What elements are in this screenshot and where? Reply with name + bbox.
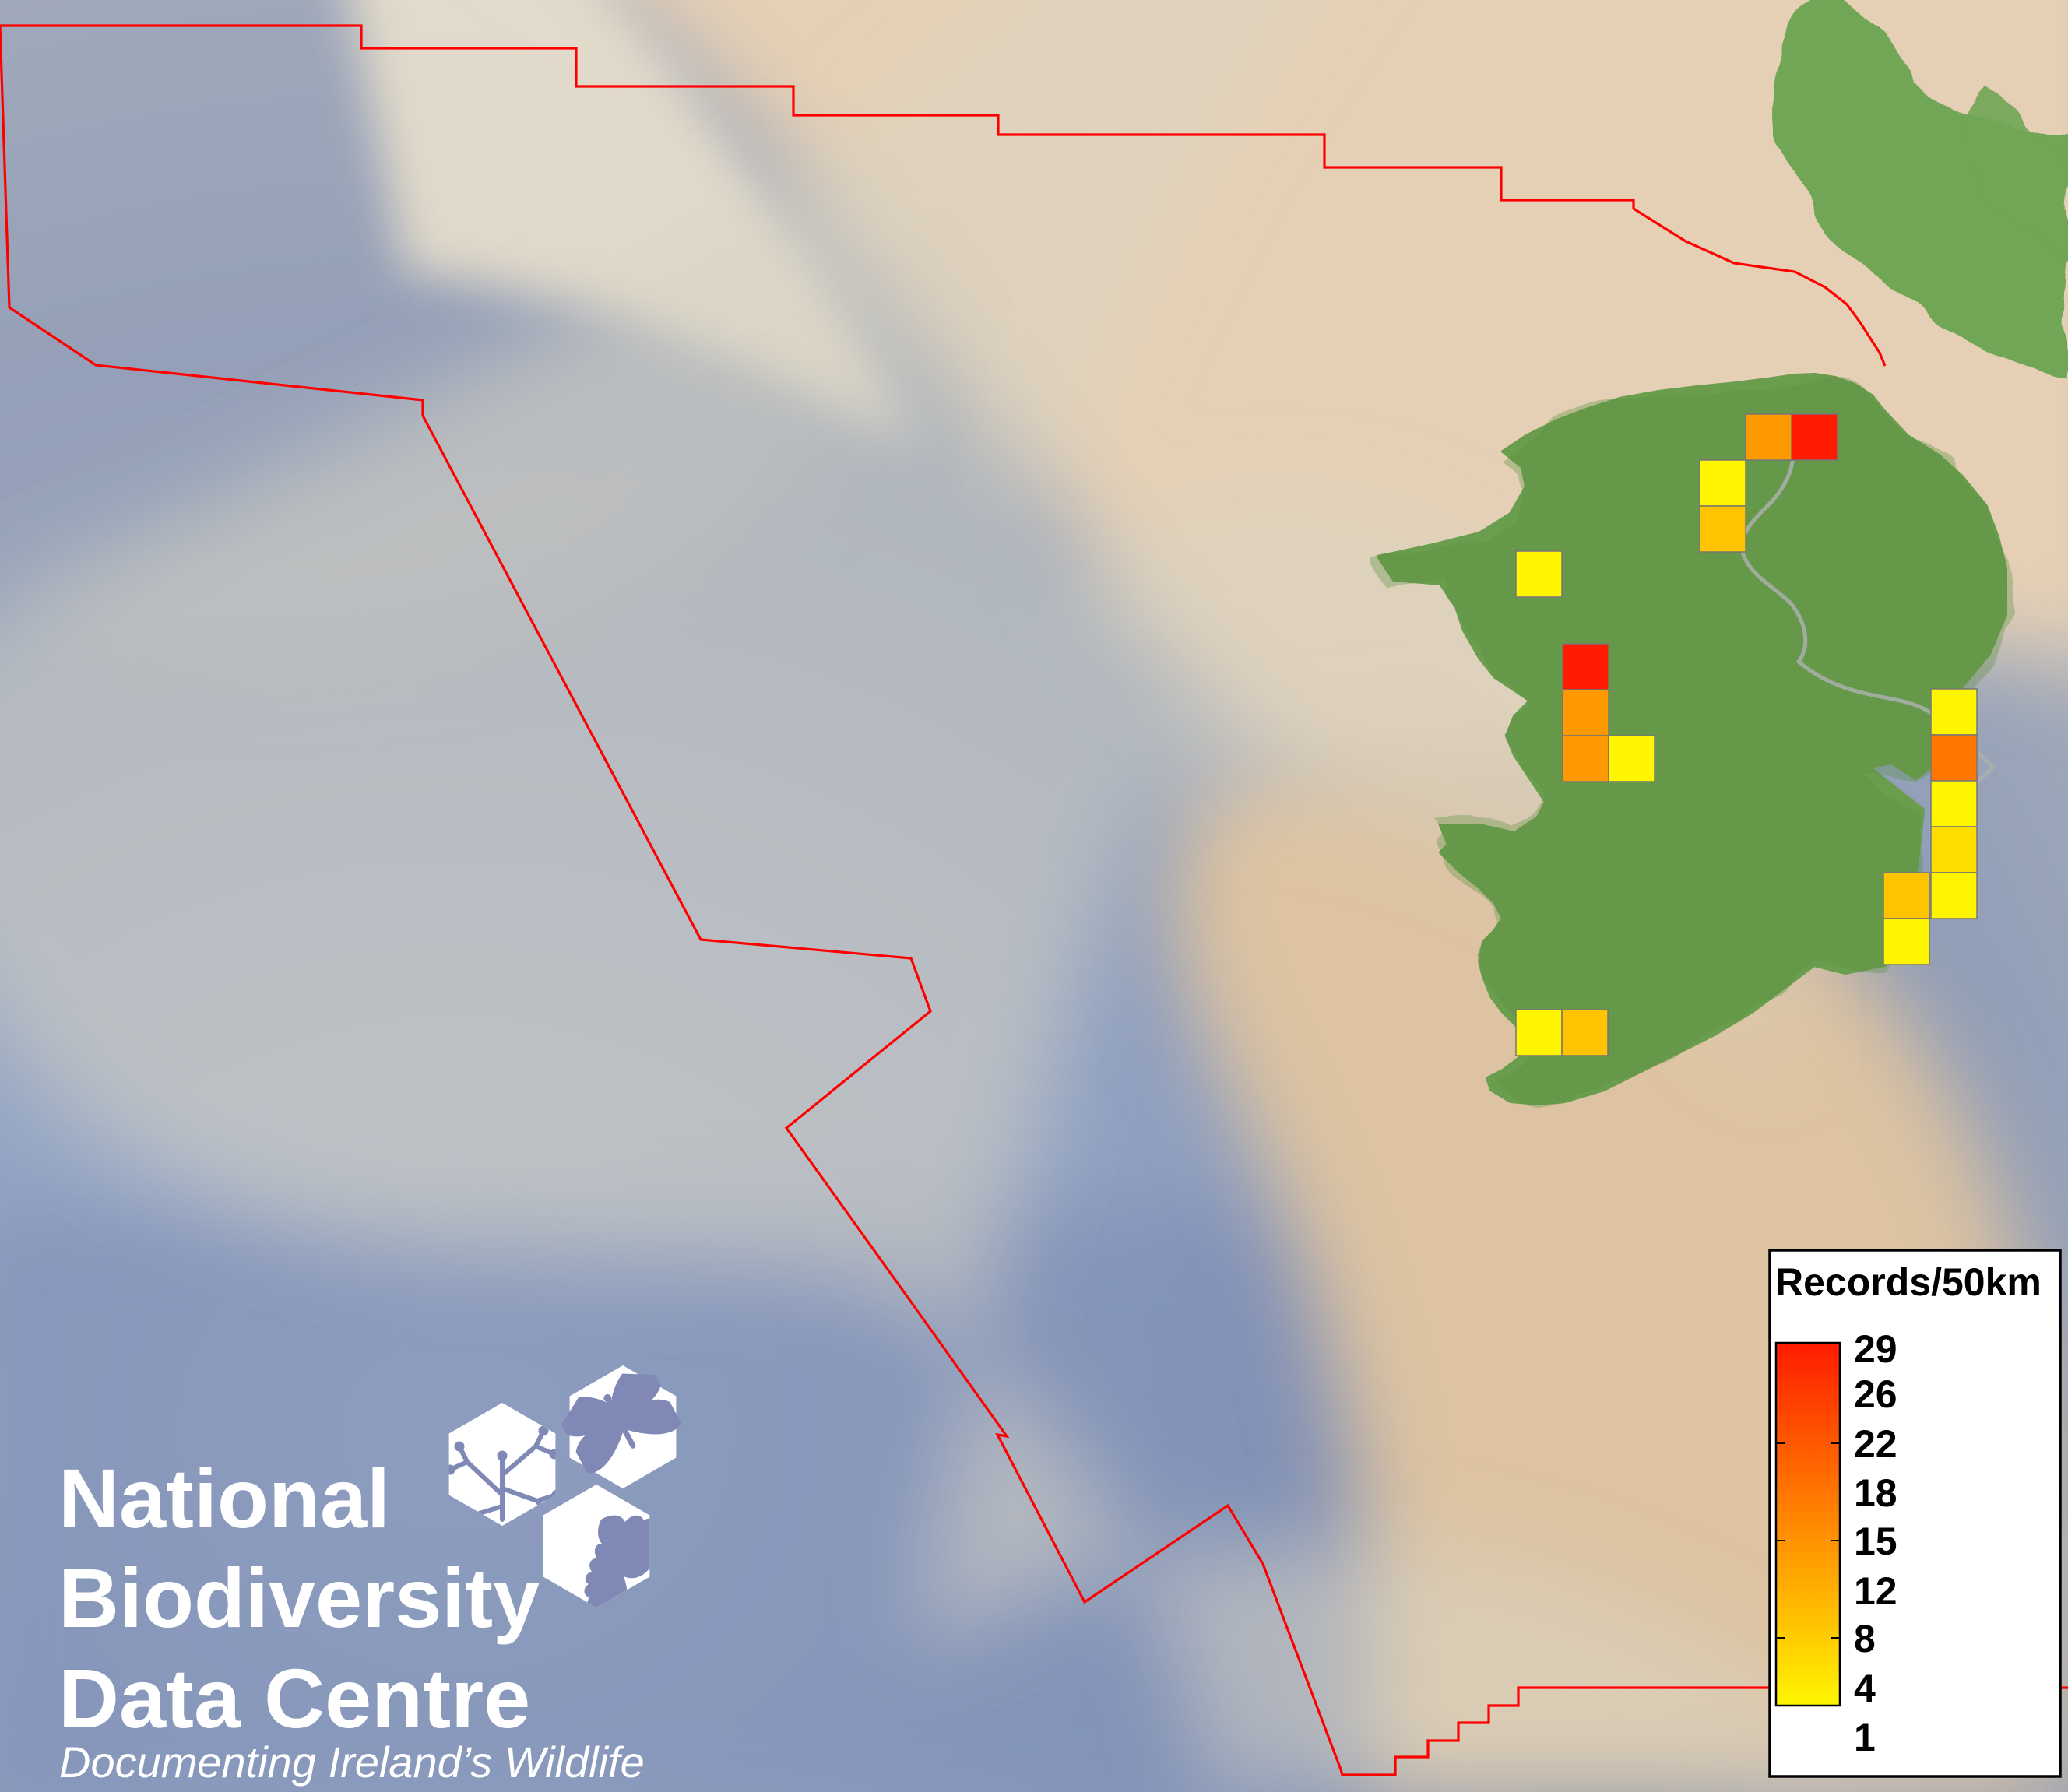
svg-text:18: 18	[1854, 1471, 1897, 1515]
svg-text:National: National	[58, 1451, 390, 1545]
svg-text:26: 26	[1854, 1372, 1897, 1416]
svg-text:22: 22	[1854, 1422, 1897, 1466]
svg-text:Data Centre: Data Centre	[58, 1651, 530, 1745]
svg-text:1: 1	[1854, 1716, 1876, 1759]
svg-text:Documenting Ireland’s Wildlife: Documenting Ireland’s Wildlife	[59, 1738, 645, 1787]
svg-text:12: 12	[1854, 1569, 1897, 1613]
svg-text:29: 29	[1854, 1327, 1897, 1371]
svg-text:4: 4	[1854, 1667, 1876, 1710]
svg-text:8: 8	[1854, 1617, 1876, 1660]
svg-text:15: 15	[1854, 1520, 1897, 1563]
svg-text:Biodiversity: Biodiversity	[58, 1551, 540, 1645]
svg-text:Records/50km: Records/50km	[1775, 1260, 2042, 1304]
